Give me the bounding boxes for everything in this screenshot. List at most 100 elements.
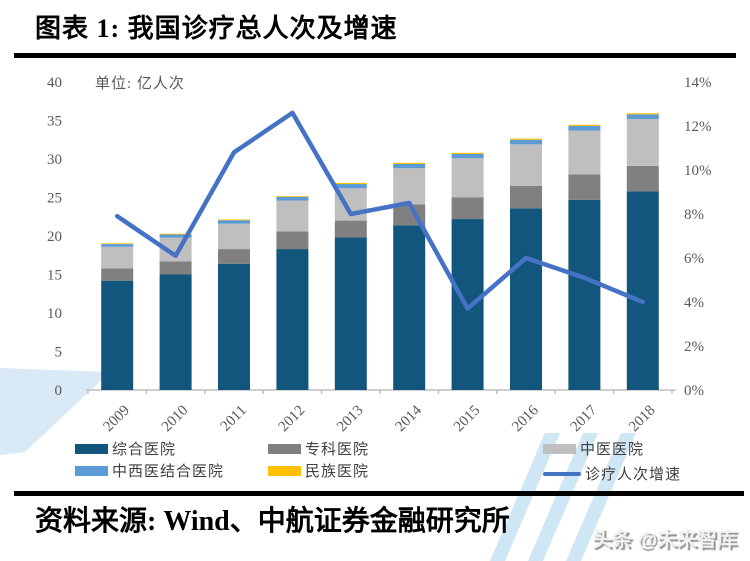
legend-label: 诊疗人次增速 (585, 467, 682, 483)
bar-segment-专科医院 (510, 185, 542, 209)
bar-segment-专科医院 (159, 261, 192, 275)
bar-segment-中西医结合医院 (334, 184, 367, 189)
bar-segment-民族医院 (101, 243, 134, 245)
bar-segment-专科医院 (451, 197, 484, 220)
legend-label: 专科医院 (305, 442, 370, 458)
bar-segment-民族医院 (334, 182, 367, 185)
source-attribution: 资料来源: Wind、中航证券金融研究所 (35, 506, 510, 537)
bar-segment-中西医结合医院 (218, 220, 250, 224)
y-left-tick-label: 40 (47, 75, 62, 91)
bar-segment-民族医院 (393, 162, 426, 165)
legend-item-general-hospital: 综合医院 (75, 438, 176, 459)
bar-segment-专科医院 (626, 165, 659, 192)
title-divider-rule (14, 53, 736, 58)
legend-label: 民族医院 (305, 464, 370, 480)
bar-segment-综合医院 (101, 280, 134, 390)
bar-segment-专科医院 (334, 220, 367, 238)
bar-segment-综合医院 (393, 225, 426, 390)
y-right-tick-label: 4% (684, 295, 704, 311)
bar-segment-中医医院 (451, 158, 484, 198)
bar-segment-中医医院 (510, 144, 542, 186)
bar-segment-中西医结合医院 (568, 125, 601, 131)
y-right-tick-label: 6% (684, 251, 704, 267)
x-axis-year-label: 2018 (626, 403, 659, 436)
x-axis-year-label: 2014 (393, 402, 426, 435)
legend-item-tcm-hospital: 中医医院 (543, 438, 644, 459)
bar-segment-综合医院 (276, 249, 309, 390)
bar-segment-中医医院 (626, 118, 659, 166)
legend-swatch-tcm-hospital (543, 443, 576, 454)
bar-segment-中医医院 (568, 130, 601, 175)
growth-rate-line (114, 110, 646, 311)
legend-item-specialty-hospital: 专科医院 (268, 438, 369, 459)
legend-swatch-general-hospital (75, 443, 108, 454)
y-left-tick-label: 0 (55, 383, 63, 399)
legend-item-ethnic-hospital: 民族医院 (268, 460, 369, 481)
x-axis-year-label: 2013 (334, 403, 367, 436)
legend-label: 综合医院 (112, 442, 177, 458)
legend-label: 中西医结合医院 (112, 464, 225, 480)
y-left-tick-label: 25 (47, 191, 62, 207)
footer-divider-rule (14, 491, 744, 496)
y-right-tick-label: 14% (684, 75, 712, 91)
bar-segment-中医医院 (393, 168, 426, 205)
bar-segment-中西医结合医院 (393, 164, 426, 169)
bar-segment-中医医院 (101, 246, 134, 269)
bar-segment-民族医院 (568, 124, 601, 126)
y-right-tick-label: 8% (684, 207, 704, 223)
bar-segment-中医医院 (276, 200, 309, 232)
y-left-tick-label: 30 (47, 152, 62, 168)
bar-segment-中西医结合医院 (451, 153, 484, 159)
bar-segment-民族医院 (510, 138, 542, 140)
legend-item-growth-line: 诊疗人次增速 (543, 463, 681, 484)
bar-segment-综合医院 (568, 199, 601, 390)
chart-title: 图表 1: 我国诊疗总人次及增速 (35, 14, 398, 43)
bar-segment-民族医院 (218, 219, 250, 221)
bar-segment-民族医院 (159, 233, 192, 235)
bar-segment-综合医院 (626, 191, 659, 390)
bar-segment-综合医院 (334, 237, 367, 390)
bar-segment-专科医院 (101, 268, 134, 281)
bar-segment-民族医院 (276, 195, 309, 197)
bar-segment-综合医院 (159, 274, 192, 390)
legend-item-integrated-hospital: 中西医结合医院 (75, 460, 224, 481)
y-left-tick-label: 10 (47, 306, 62, 322)
x-axis-year-label: 2009 (101, 403, 134, 436)
x-axis-year-label: 2017 (568, 402, 601, 435)
x-axis-year-label: 2015 (451, 403, 484, 436)
y-right-tick-label: 12% (684, 119, 712, 135)
legend-swatch-ethnic-hospital (268, 465, 301, 476)
watermark-stripe (566, 433, 636, 561)
site-watermark: 头条 @未来智库 (592, 529, 738, 551)
x-axis-year-label: 2016 (509, 402, 542, 435)
bar-segment-民族医院 (626, 113, 659, 115)
bar-segment-中西医结合医院 (510, 139, 542, 145)
y-left-tick-label: 15 (47, 268, 62, 284)
watermark-stripe (528, 433, 598, 561)
bar-segment-综合医院 (510, 208, 542, 390)
legend-label: 中医医院 (580, 442, 645, 458)
unit-label: 单位: 亿人次 (95, 76, 185, 92)
y-right-tick-label: 2% (684, 339, 704, 355)
x-axis-year-label: 2012 (276, 403, 309, 436)
x-axis-year-label: 2011 (218, 403, 250, 435)
bar-segment-中西医结合医院 (101, 244, 134, 247)
y-left-tick-label: 5 (55, 345, 63, 361)
bar-segment-专科医院 (276, 231, 309, 250)
watermark-stripe (490, 433, 560, 561)
bar-segment-中西医结合医院 (276, 196, 309, 201)
legend-line-swatch-growth (543, 471, 581, 476)
legend-swatch-specialty-hospital (268, 443, 301, 454)
bar-segment-中西医结合医院 (626, 114, 659, 119)
bar-segment-民族医院 (451, 152, 484, 154)
y-left-tick-label: 35 (47, 114, 62, 130)
y-right-tick-label: 0% (684, 383, 704, 399)
bar-segment-中医医院 (218, 223, 250, 250)
watermark-ribbon-left (0, 368, 110, 455)
bar-segment-专科医院 (568, 174, 601, 200)
x-axis-year-label: 2010 (159, 403, 192, 436)
bar-segment-专科医院 (218, 249, 250, 264)
bar-segment-综合医院 (218, 263, 250, 390)
